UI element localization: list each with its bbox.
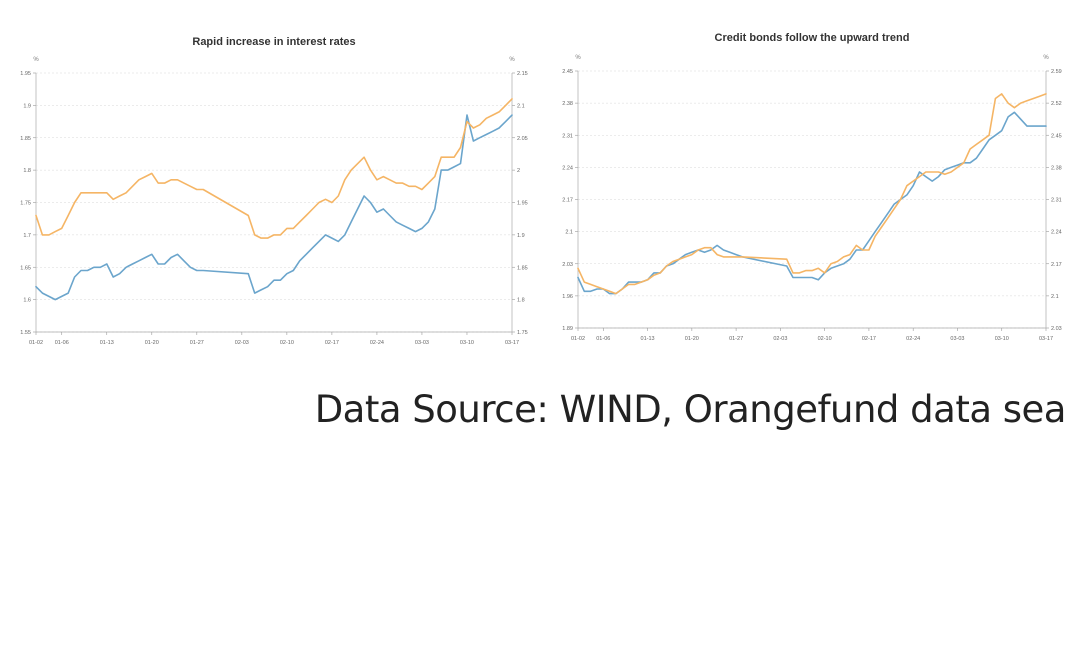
right-tick-label: 1.95: [517, 201, 528, 207]
x-tick-label: 01-20: [685, 336, 699, 342]
right-tick-label: 2.03: [1051, 326, 1062, 332]
x-tick-label: 03-17: [1039, 336, 1053, 342]
right-tick-label: 2.1: [517, 103, 525, 109]
left-tick-label: 2.03: [562, 262, 573, 268]
right-tick-label: 1.8: [517, 298, 525, 304]
left-tick-label: 1.95: [20, 71, 31, 77]
x-tick-label: 01-20: [145, 340, 159, 346]
x-tick-label: 01-02: [29, 340, 43, 346]
x-tick-label: 03-03: [950, 336, 964, 342]
right-tick-label: 1.85: [517, 265, 528, 271]
right-axis-unit: %: [1043, 55, 1049, 61]
right-tick-label: 1.9: [517, 233, 525, 239]
right-tick-label: 2.59: [1051, 69, 1062, 75]
right-tick-label: 2.45: [1051, 133, 1062, 139]
data-source-caption: Data Source: WIND, Orangefund data sea: [314, 388, 1067, 431]
right-tick-label: 2.31: [1051, 198, 1062, 204]
left-axis-series-line: [577, 111, 1047, 295]
x-tick-label: 01-02: [571, 336, 585, 342]
x-tick-label: 02-03: [773, 336, 787, 342]
right-tick-label: 2.17: [1051, 262, 1062, 268]
right-tick-label: 2.52: [1051, 101, 1062, 107]
rates-chart: Rapid increase in interest rates%% 1.55 1.…: [0, 0, 540, 360]
right-tick-label: 2.15: [517, 71, 528, 77]
chart-title: Rapid increase in interest rates: [192, 36, 355, 48]
left-tick-label: 2.45: [562, 69, 573, 75]
left-tick-label: 1.96: [562, 294, 573, 300]
left-axis-unit: %: [575, 55, 581, 61]
x-tick-label: 01-06: [55, 340, 69, 346]
chart-title: Credit bonds follow the upward trend: [715, 32, 910, 44]
left-tick-label: 2.38: [562, 101, 573, 107]
x-tick-label: 02-24: [906, 336, 920, 342]
x-tick-label: 01-27: [729, 336, 743, 342]
left-tick-label: 1.9: [23, 103, 31, 109]
x-tick-label: 03-10: [995, 336, 1009, 342]
right-tick-label: 2.38: [1051, 165, 1062, 171]
x-tick-label: 02-17: [862, 336, 876, 342]
x-tick-label: 02-10: [818, 336, 832, 342]
right-tick-label: 2: [517, 168, 520, 174]
right-tick-label: 1.75: [517, 330, 528, 336]
x-tick-label: 03-17: [505, 340, 519, 346]
x-tick-label: 01-13: [100, 340, 114, 346]
left-tick-label: 1.65: [20, 265, 31, 271]
left-axis-series-line: [35, 114, 513, 301]
left-tick-label: 2.1: [565, 230, 573, 236]
rates-chart-svg: Rapid increase in interest rates% % 1.55 1.…: [20, 36, 528, 346]
right-tick-label: 2.1: [1051, 294, 1059, 300]
left-tick-label: 1.6: [23, 298, 31, 304]
right-axis-unit: %: [509, 57, 515, 63]
left-tick-label: 1.7: [23, 233, 31, 239]
x-tick-label: 01-27: [190, 340, 204, 346]
left-tick-label: 1.55: [20, 330, 31, 336]
x-tick-label: 02-03: [235, 340, 249, 346]
right-tick-label: 2.24: [1051, 230, 1062, 236]
left-tick-label: 1.75: [20, 201, 31, 207]
x-tick-label: 02-24: [370, 340, 384, 346]
right-axis-series-line: [577, 93, 1047, 295]
credit-bonds-chart-svg: Credit bonds follow the upward trend% % 1.…: [562, 32, 1062, 342]
right-tick-label: 2.05: [517, 136, 528, 142]
x-tick-label: 02-10: [280, 340, 294, 346]
left-axis-unit: %: [33, 57, 39, 63]
x-tick-label: 03-10: [460, 340, 474, 346]
left-tick-label: 1.8: [23, 168, 31, 174]
left-tick-label: 1.89: [562, 326, 573, 332]
x-tick-label: 01-06: [596, 336, 610, 342]
right-axis-series-line: [35, 98, 513, 239]
left-tick-label: 2.31: [562, 133, 573, 139]
left-tick-label: 2.24: [562, 165, 573, 171]
left-tick-label: 2.17: [562, 198, 573, 204]
x-tick-label: 02-17: [325, 340, 339, 346]
x-tick-label: 01-13: [641, 336, 655, 342]
x-tick-label: 03-03: [415, 340, 429, 346]
left-tick-label: 1.85: [20, 136, 31, 142]
credit-bonds-chart: Credit bonds follow the upward trend%% 1.…: [540, 0, 1080, 360]
